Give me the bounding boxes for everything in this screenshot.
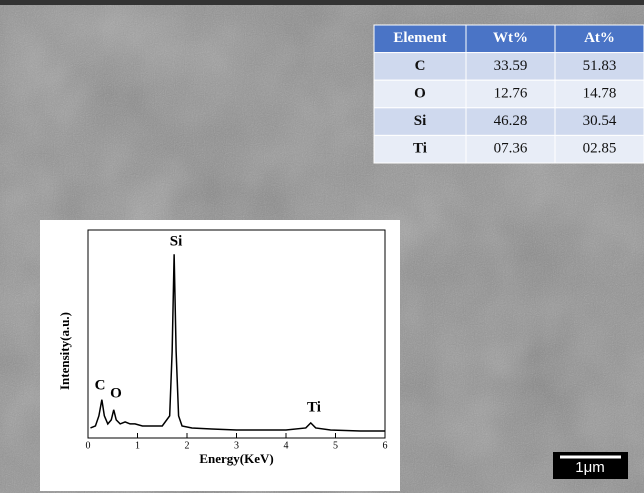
scale-bar-label: 1μm — [575, 459, 604, 476]
cell-text: O — [414, 85, 426, 101]
header-text: Wt% — [493, 30, 528, 46]
y-axis-label: Intensity(a.u.) — [57, 312, 72, 390]
cell-text: 51.83 — [583, 58, 617, 74]
header-text: At% — [584, 30, 615, 46]
peak-label: Si — [170, 233, 183, 249]
header-text: Element — [393, 30, 446, 46]
x-tick-label: 5 — [333, 440, 338, 451]
cell-text: Ti — [413, 141, 427, 157]
x-tick-label: 4 — [284, 440, 289, 451]
top-bar — [0, 0, 644, 5]
x-tick-label: 6 — [383, 440, 388, 451]
cell-text: 46.28 — [494, 113, 528, 129]
cell-text: 14.78 — [583, 85, 617, 101]
cell-text: 33.59 — [494, 58, 528, 74]
x-tick-label: 2 — [185, 440, 190, 451]
eds-table: Element Wt% At% C 33.59 51.83 O 12.76 14.78 Si 46.… — [374, 25, 644, 163]
peak-label: Ti — [307, 399, 321, 415]
page: Element Wt% At% C 33.59 51.83 O 12.76 14.78 Si 46.… — [0, 0, 644, 493]
x-tick-label: 1 — [135, 440, 140, 451]
cell-text: 12.76 — [494, 85, 528, 101]
cell-text: 30.54 — [583, 113, 617, 129]
x-axis-label: Energy(KeV) — [199, 451, 273, 466]
cell-text: 07.36 — [494, 141, 528, 157]
x-tick-label: 3 — [234, 440, 239, 451]
x-tick-label: 0 — [86, 440, 91, 451]
cell-text: Si — [414, 113, 427, 129]
peak-label: O — [110, 385, 122, 401]
cell-text: 02.85 — [583, 141, 617, 157]
cell-text: C — [415, 58, 426, 74]
peak-label: C — [95, 377, 106, 393]
